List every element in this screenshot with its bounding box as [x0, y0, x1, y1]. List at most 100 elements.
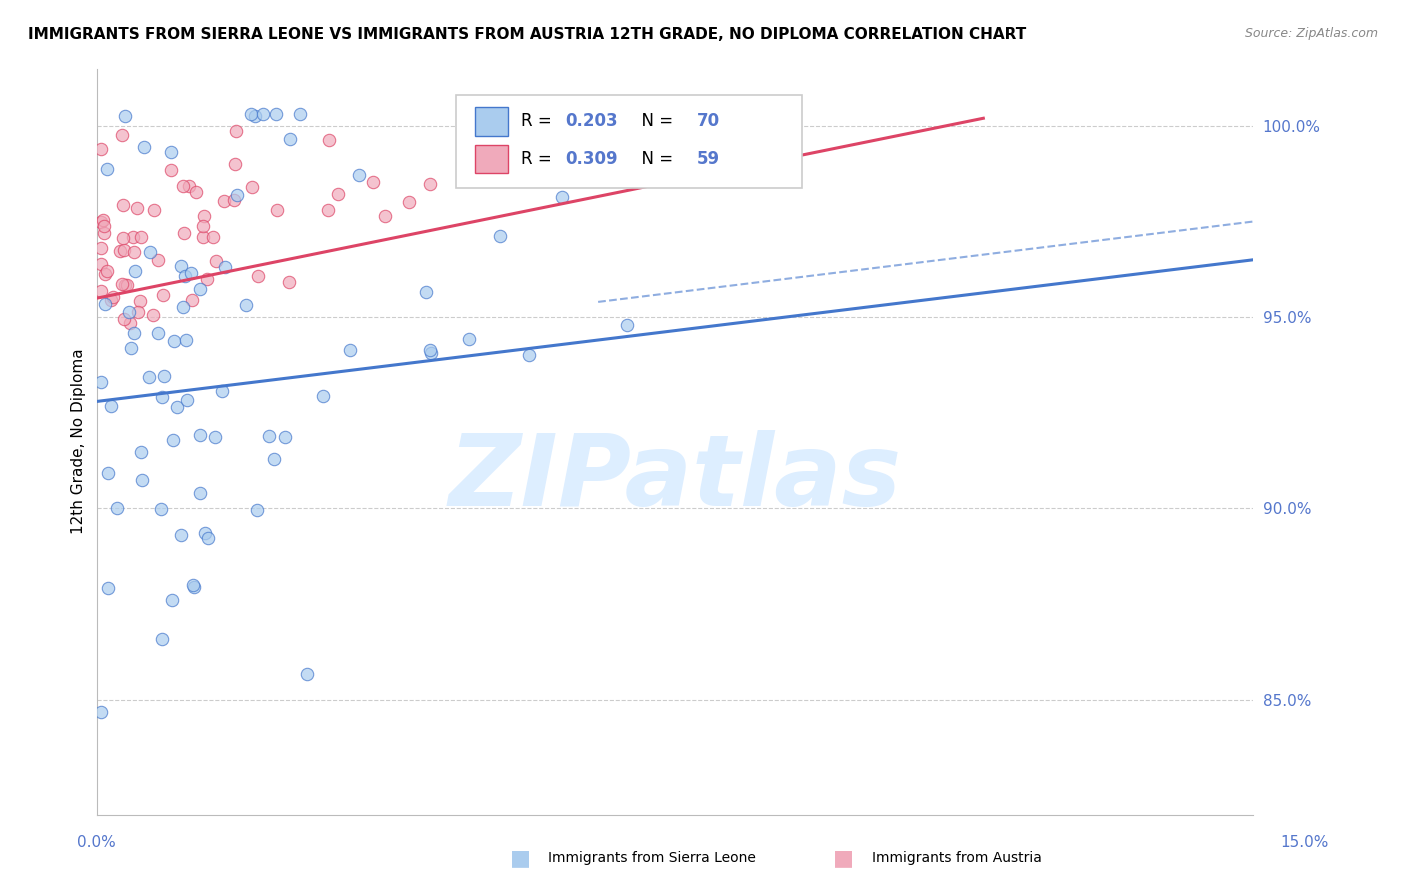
Point — [90, 143, 112, 157]
Point — [246, 503, 269, 517]
Point — [176, 393, 198, 408]
Point — [170, 259, 193, 273]
Point — [174, 334, 197, 348]
Point — [146, 326, 169, 341]
Point — [114, 278, 136, 293]
Point — [159, 163, 181, 178]
Text: N =: N = — [631, 150, 679, 168]
Text: ■: ■ — [510, 848, 530, 868]
Point — [120, 316, 142, 330]
Point — [120, 341, 142, 355]
Point — [257, 429, 280, 443]
Point — [172, 179, 194, 194]
Point — [252, 107, 274, 121]
Point — [214, 260, 236, 274]
Point — [398, 194, 420, 209]
Point — [114, 109, 136, 123]
Point — [201, 229, 224, 244]
Text: ■: ■ — [834, 848, 853, 868]
Text: R =: R = — [522, 112, 557, 130]
Point — [97, 581, 120, 595]
Point — [90, 706, 112, 720]
Point — [415, 285, 437, 300]
Point — [193, 210, 215, 224]
Point — [143, 202, 166, 217]
Point — [173, 268, 195, 283]
Point — [105, 500, 128, 515]
Text: 70: 70 — [697, 112, 720, 130]
Point — [195, 271, 218, 285]
Point — [160, 593, 183, 607]
Point — [204, 430, 226, 444]
Point — [170, 528, 193, 542]
Point — [160, 145, 183, 159]
Point — [188, 282, 211, 296]
Point — [149, 502, 172, 516]
Point — [235, 298, 257, 312]
Point — [457, 332, 479, 346]
Point — [97, 466, 120, 480]
Point — [101, 290, 124, 304]
Point — [419, 177, 441, 191]
Point — [419, 343, 441, 358]
Text: 0.0%: 0.0% — [77, 836, 117, 850]
Point — [180, 266, 202, 280]
Point — [488, 229, 510, 244]
Text: N =: N = — [631, 112, 679, 130]
Point — [347, 169, 370, 183]
Point — [247, 269, 270, 284]
Y-axis label: 12th Grade, No Diploma: 12th Grade, No Diploma — [72, 349, 86, 534]
Point — [197, 531, 219, 545]
Point — [190, 486, 212, 500]
Point — [122, 244, 145, 259]
Point — [90, 257, 112, 271]
Point — [91, 213, 114, 227]
Point — [166, 401, 188, 415]
Point — [173, 227, 195, 241]
Point — [297, 667, 319, 681]
Point — [146, 253, 169, 268]
Point — [90, 284, 112, 298]
Point — [374, 210, 396, 224]
Point — [266, 202, 288, 217]
Point — [131, 230, 153, 244]
Point — [138, 370, 160, 384]
Point — [134, 140, 156, 154]
Point — [312, 389, 335, 403]
Point — [112, 243, 135, 257]
Point — [150, 390, 173, 404]
Point — [124, 264, 146, 278]
Point — [122, 326, 145, 341]
Point — [127, 304, 149, 318]
Point — [243, 109, 266, 123]
Point — [616, 318, 638, 332]
Point — [240, 180, 263, 194]
Text: IMMIGRANTS FROM SIERRA LEONE VS IMMIGRANTS FROM AUSTRIA 12TH GRADE, NO DIPLOMA C: IMMIGRANTS FROM SIERRA LEONE VS IMMIGRAN… — [28, 27, 1026, 42]
Point — [96, 161, 118, 176]
Point — [162, 434, 184, 448]
Point — [194, 525, 217, 540]
Point — [204, 253, 226, 268]
Point — [129, 293, 152, 308]
Point — [318, 202, 340, 217]
Point — [125, 202, 148, 216]
Point — [100, 293, 122, 307]
Point — [211, 384, 233, 398]
Point — [551, 190, 574, 204]
Point — [224, 157, 246, 171]
Point — [264, 107, 287, 121]
Point — [181, 293, 204, 308]
Point — [90, 375, 112, 389]
Point — [183, 578, 205, 592]
Point — [118, 305, 141, 319]
Point — [191, 219, 214, 233]
Point — [112, 231, 135, 245]
Point — [111, 277, 134, 292]
Point — [142, 308, 165, 322]
Point — [263, 451, 285, 466]
Point — [274, 430, 297, 444]
Point — [112, 311, 135, 326]
Point — [108, 244, 131, 258]
Point — [90, 241, 112, 255]
Point — [179, 179, 201, 194]
